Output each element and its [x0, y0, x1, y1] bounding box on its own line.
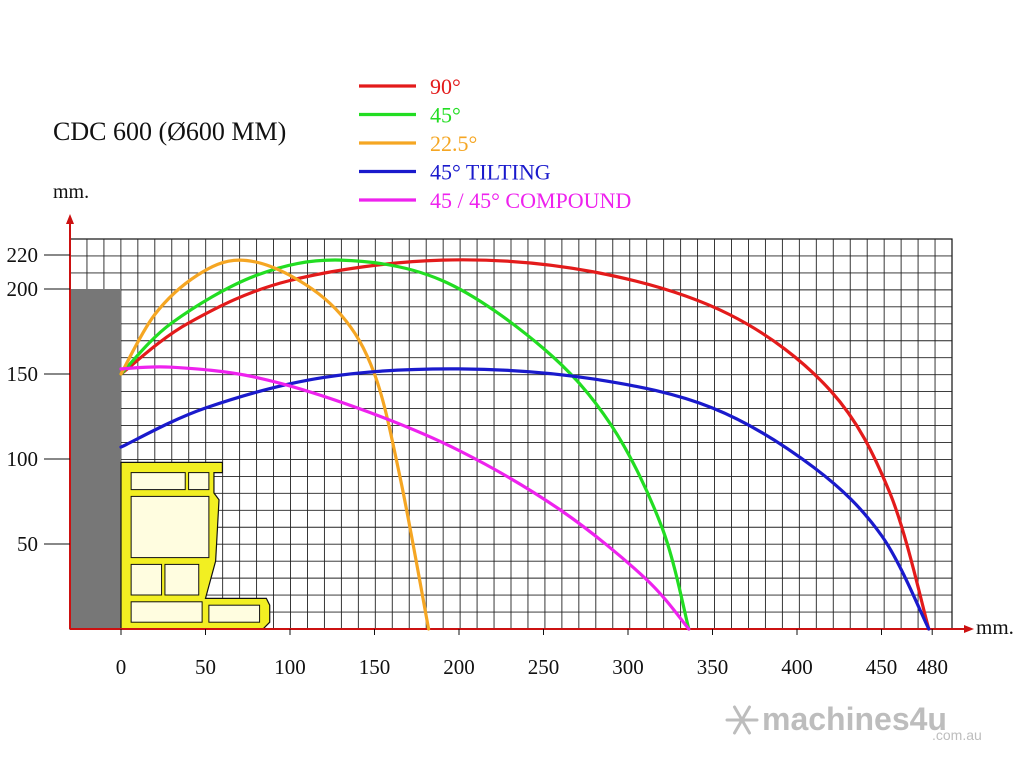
x-tick-label: 100	[274, 655, 306, 679]
series-line-45	[119, 258, 691, 631]
profile-chamber	[130, 472, 186, 491]
x-axis-label: mm.	[976, 615, 1014, 639]
series-line-45-tilting	[119, 367, 931, 631]
y-tick-label: 50	[17, 532, 38, 556]
legend-label-90: 90°	[430, 74, 461, 99]
y-tick-label: 100	[7, 447, 39, 471]
x-tick-label: 250	[528, 655, 560, 679]
profile-chamber	[130, 495, 210, 559]
snowflake-icon	[725, 705, 759, 735]
legend-label-22-5: 22.5°	[430, 131, 477, 156]
series-line-90	[119, 258, 931, 631]
x-tick-label: 0	[116, 655, 127, 679]
x-tick-label: 450	[866, 655, 898, 679]
x-tick-label: 300	[612, 655, 644, 679]
annotations	[69, 289, 271, 630]
y-axis-label: mm.	[53, 181, 89, 203]
profile-chamber	[130, 601, 203, 623]
series-line-45-45-compound	[119, 365, 691, 631]
legend-label-45-tilting: 45° TILTING	[430, 160, 551, 185]
series-layer	[119, 258, 931, 631]
profile-chamber	[164, 563, 200, 596]
profile-chamber	[188, 472, 210, 491]
axes	[66, 214, 974, 633]
tick-labels: 0 50 100 150 200 250 300 350 400 450 480 50 100 150 20…	[7, 243, 948, 679]
chart-title: CDC 600 (Ø600 MM)	[53, 117, 286, 146]
watermark-brand: machines4u	[762, 701, 947, 737]
x-tick-label: 480	[916, 655, 948, 679]
watermark: machines4u .com.au	[725, 701, 982, 743]
legend: 90° 45° 22.5° 45° TILTING 45 / 45° COMPOUND	[359, 74, 631, 213]
legend-label-45: 45°	[430, 103, 461, 128]
x-tick-label: 400	[781, 655, 813, 679]
y-tick-label: 200	[7, 277, 39, 301]
x-tick-label: 350	[697, 655, 729, 679]
x-tick-label: 200	[443, 655, 475, 679]
legend-label-45-45-compound: 45 / 45° COMPOUND	[430, 188, 631, 213]
x-axis-arrow-icon	[964, 625, 974, 633]
series-line-22-5	[119, 258, 431, 631]
y-tick-label: 220	[7, 243, 39, 267]
profile-chamber	[130, 563, 163, 596]
profile-chamber	[208, 604, 261, 623]
x-tick-label: 150	[359, 655, 391, 679]
x-tick-label: 50	[195, 655, 216, 679]
y-tick-label: 150	[7, 362, 39, 386]
obstacle-block	[69, 289, 121, 629]
watermark-domain: .com.au	[932, 727, 982, 743]
y-axis-arrow-icon	[66, 214, 74, 224]
profile-section	[120, 461, 271, 630]
